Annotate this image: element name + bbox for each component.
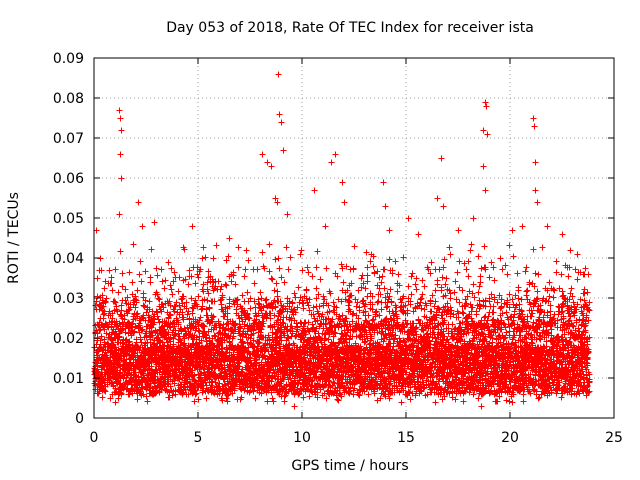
scatter-point bbox=[280, 147, 287, 154]
scatter-point bbox=[151, 219, 158, 226]
scatter-point bbox=[509, 227, 516, 234]
scatter-point bbox=[116, 211, 123, 218]
y-axis-label: ROTI / TECUs bbox=[6, 192, 22, 284]
scatter-point bbox=[574, 251, 581, 258]
scatter-point-cloud bbox=[91, 241, 593, 406]
scatter-point bbox=[519, 223, 526, 230]
scatter-point bbox=[339, 179, 346, 186]
y-tick-label: 0.08 bbox=[53, 91, 84, 107]
scatter-point bbox=[532, 187, 539, 194]
y-tick-label: 0.09 bbox=[53, 51, 84, 67]
scatter-point bbox=[440, 203, 447, 210]
scatter-point bbox=[386, 227, 393, 234]
scatter-point bbox=[291, 403, 298, 410]
scatter-point bbox=[559, 231, 566, 238]
y-tick-labels: 0 0.01 0.02 0.03 0.04 0.05 0.06 0.07 0.08 0.09 bbox=[53, 51, 84, 427]
scatter-point bbox=[328, 159, 335, 166]
chart-title: Day 053 of 2018, Rate Of TEC Index for r… bbox=[166, 20, 534, 36]
scatter-point bbox=[118, 127, 125, 134]
scatter-point bbox=[447, 251, 454, 258]
scatter-point bbox=[405, 215, 412, 222]
y-tick-label: 0.06 bbox=[53, 171, 84, 187]
x-tick-label: 20 bbox=[501, 430, 519, 446]
scatter-point bbox=[139, 223, 146, 230]
y-tick-label: 0.01 bbox=[53, 371, 84, 387]
y-tick-label: 0.05 bbox=[53, 211, 84, 227]
scatter-point bbox=[434, 195, 441, 202]
scatter-point bbox=[497, 255, 504, 262]
scatter-point bbox=[332, 151, 339, 158]
scatter-point bbox=[532, 159, 539, 166]
scatter-point bbox=[455, 227, 462, 234]
scatter-point bbox=[482, 187, 489, 194]
scatter-point bbox=[483, 103, 490, 110]
scatter-point bbox=[480, 127, 487, 134]
x-tick-label: 5 bbox=[194, 430, 203, 446]
scatter-point bbox=[276, 111, 283, 118]
scatter-point bbox=[482, 99, 489, 106]
plot-frame bbox=[93, 57, 615, 419]
scatter-point bbox=[341, 199, 348, 206]
x-tick-labels: 0 5 10 15 20 25 bbox=[90, 430, 623, 446]
scatter-point bbox=[484, 131, 491, 138]
scatter-point bbox=[322, 223, 329, 230]
scatter-point bbox=[415, 231, 422, 238]
x-tick-label: 10 bbox=[293, 430, 311, 446]
scatter-point bbox=[272, 195, 279, 202]
scatter-point bbox=[534, 199, 541, 206]
scatter-point bbox=[531, 123, 538, 130]
scatter-point bbox=[264, 159, 271, 166]
scatter-point bbox=[274, 199, 281, 206]
x-tick-label: 15 bbox=[397, 430, 415, 446]
scatter-point bbox=[117, 115, 124, 122]
x-tick-label: 25 bbox=[605, 430, 623, 446]
scatter-point bbox=[567, 247, 574, 254]
scatter-point bbox=[189, 223, 196, 230]
x-tick-label: 0 bbox=[90, 430, 99, 446]
scatter-point bbox=[268, 163, 275, 170]
scatter-point bbox=[116, 107, 123, 114]
scatter-point bbox=[311, 187, 318, 194]
scatter-point bbox=[544, 223, 551, 230]
scatter-point bbox=[470, 215, 477, 222]
axis-ticks bbox=[93, 57, 615, 419]
y-tick-label: 0.07 bbox=[53, 131, 84, 147]
scatter-point bbox=[478, 403, 485, 410]
scatter-point bbox=[480, 163, 487, 170]
y-tick-label: 0 bbox=[75, 411, 84, 427]
y-tick-label: 0.04 bbox=[53, 251, 84, 267]
scatter-point bbox=[380, 179, 387, 186]
scatter-point bbox=[118, 175, 125, 182]
scatter-point bbox=[226, 235, 233, 242]
scatter-point bbox=[368, 251, 375, 258]
scatter-point bbox=[438, 155, 445, 162]
scatter-point bbox=[351, 243, 358, 250]
scatter-point bbox=[259, 151, 266, 158]
scatter-point bbox=[199, 255, 206, 262]
scatter-point bbox=[284, 211, 291, 218]
y-tick-label: 0.02 bbox=[53, 331, 84, 347]
scatter-point bbox=[275, 71, 282, 78]
scatter-point bbox=[243, 247, 250, 254]
scatter-points bbox=[91, 71, 593, 410]
scatter-point bbox=[135, 199, 142, 206]
scatter-point bbox=[117, 151, 124, 158]
scatter-point bbox=[382, 203, 389, 210]
scatter-point bbox=[278, 119, 285, 126]
x-axis-label: GPS time / hours bbox=[291, 458, 408, 474]
y-tick-label: 0.03 bbox=[53, 291, 84, 307]
scatter-point bbox=[530, 115, 537, 122]
